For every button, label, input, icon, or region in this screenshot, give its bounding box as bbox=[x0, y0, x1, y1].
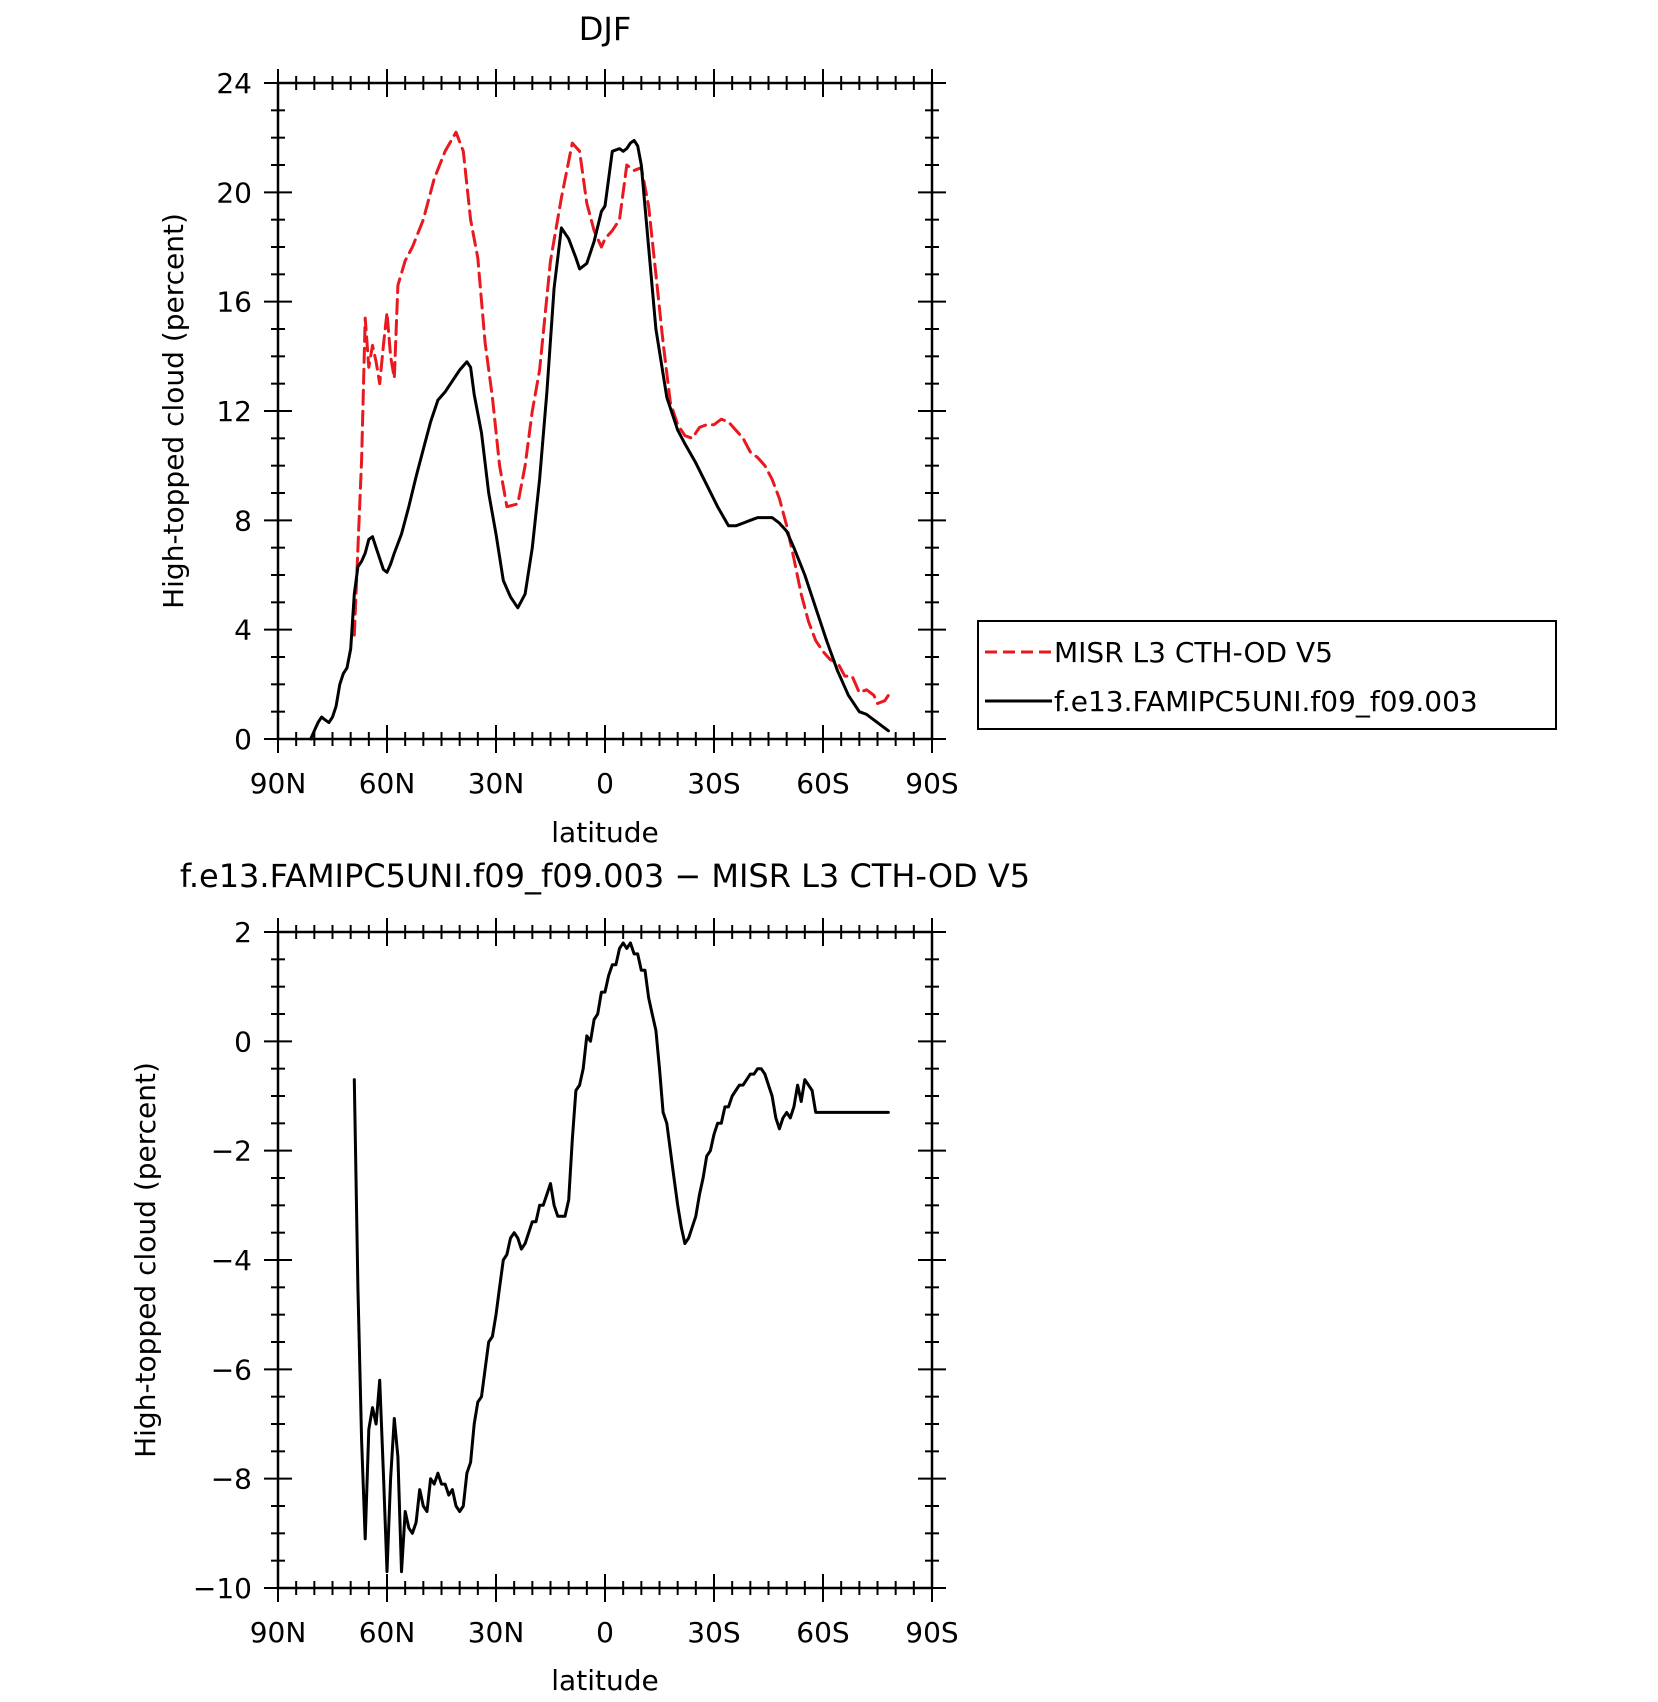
bottom-x-axis-label: latitude bbox=[551, 1664, 658, 1697]
top-x-tick-label: 30S bbox=[687, 767, 740, 800]
top-y-tick-label: 16 bbox=[216, 286, 252, 319]
top-x-tick-label: 30N bbox=[468, 767, 525, 800]
top-x-tick-label: 0 bbox=[596, 767, 614, 800]
top-series-line-model bbox=[309, 138, 890, 741]
bottom-y-tick-label: −10 bbox=[193, 1572, 252, 1605]
top-y-axis-label: High-topped cloud (percent) bbox=[157, 213, 190, 609]
top-y-tick-label: 4 bbox=[234, 614, 252, 647]
bottom-y-tick-label: 0 bbox=[234, 1025, 252, 1058]
bottom-y-tick-label: −6 bbox=[211, 1353, 252, 1386]
bottom-x-tick-label: 30S bbox=[687, 1616, 740, 1649]
top-panel: DJF 0 4 8 12 16 20 24 90N 60N 30N 0 30S 60S 90S latit… bbox=[157, 10, 959, 849]
bottom-x-tick-label: 60S bbox=[796, 1616, 849, 1649]
bottom-chart-title: f.e13.FAMIPC5UNI.f09_f09.003 − MISR L3 C… bbox=[180, 857, 1030, 895]
top-x-tick-label: 60N bbox=[359, 767, 416, 800]
bottom-x-tick-label: 90S bbox=[905, 1616, 958, 1649]
legend-label-obs: MISR L3 CTH-OD V5 bbox=[1054, 636, 1333, 669]
top-x-tick-label: 90N bbox=[250, 767, 307, 800]
bottom-panel: f.e13.FAMIPC5UNI.f09_f09.003 − MISR L3 C… bbox=[129, 857, 1030, 1697]
bottom-series-line-model bbox=[352, 941, 890, 1574]
bottom-x-tick-label: 90N bbox=[250, 1616, 307, 1649]
bottom-x-tick-label: 60N bbox=[359, 1616, 416, 1649]
top-y-tick-label: 12 bbox=[216, 395, 252, 428]
legend: MISR L3 CTH-OD V5 f.e13.FAMIPC5UNI.f09_f… bbox=[977, 620, 1557, 730]
bottom-plot-frame bbox=[276, 930, 934, 1590]
legend-label-model: f.e13.FAMIPC5UNI.f09_f09.003 bbox=[1054, 685, 1478, 718]
bottom-y-tick-label: −4 bbox=[211, 1244, 252, 1277]
top-y-tick-label: 24 bbox=[216, 67, 252, 100]
bottom-y-tick-label: −8 bbox=[211, 1463, 252, 1496]
bottom-y-tick-label: 2 bbox=[234, 916, 252, 949]
legend-box bbox=[977, 620, 1557, 730]
top-series-line-obs bbox=[352, 130, 890, 705]
top-x-tick-label: 60S bbox=[796, 767, 849, 800]
top-plot-frame bbox=[276, 81, 934, 741]
top-y-tick-label: 0 bbox=[234, 723, 252, 756]
top-x-axis-label: latitude bbox=[551, 816, 658, 849]
bottom-y-tick-label: −2 bbox=[211, 1135, 252, 1168]
top-y-tick-label: 20 bbox=[216, 176, 252, 209]
bottom-y-axis-label: High-topped cloud (percent) bbox=[129, 1062, 162, 1458]
bottom-x-tick-label: 0 bbox=[596, 1616, 614, 1649]
top-x-tick-label: 90S bbox=[905, 767, 958, 800]
bottom-x-tick-label: 30N bbox=[468, 1616, 525, 1649]
top-chart-title: DJF bbox=[579, 10, 631, 48]
top-y-tick-label: 8 bbox=[234, 504, 252, 537]
